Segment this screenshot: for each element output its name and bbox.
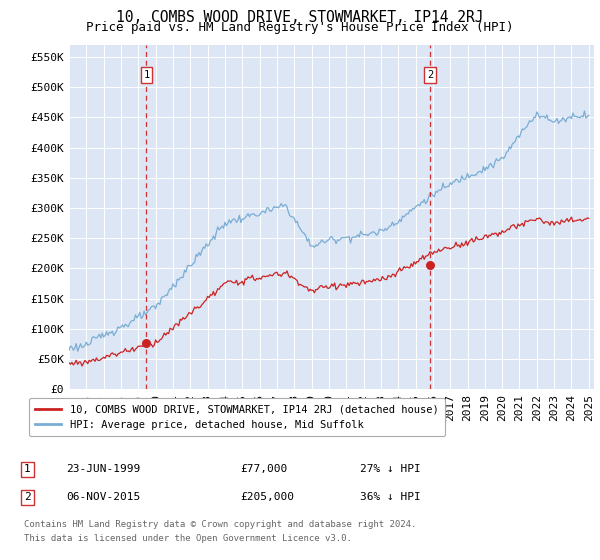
Text: 2: 2 [24,492,31,502]
Text: 1: 1 [143,70,149,80]
Text: 10, COMBS WOOD DRIVE, STOWMARKET, IP14 2RJ: 10, COMBS WOOD DRIVE, STOWMARKET, IP14 2… [116,10,484,25]
Legend: 10, COMBS WOOD DRIVE, STOWMARKET, IP14 2RJ (detached house), HPI: Average price,: 10, COMBS WOOD DRIVE, STOWMARKET, IP14 2… [29,398,445,436]
Text: 27% ↓ HPI: 27% ↓ HPI [360,464,421,474]
Point [425,261,435,270]
Text: 1: 1 [24,464,31,474]
Text: £77,000: £77,000 [240,464,287,474]
Text: 23-JUN-1999: 23-JUN-1999 [66,464,140,474]
Text: Contains HM Land Registry data © Crown copyright and database right 2024.: Contains HM Land Registry data © Crown c… [24,520,416,529]
Text: 06-NOV-2015: 06-NOV-2015 [66,492,140,502]
Text: £205,000: £205,000 [240,492,294,502]
Text: Price paid vs. HM Land Registry's House Price Index (HPI): Price paid vs. HM Land Registry's House … [86,21,514,34]
Text: This data is licensed under the Open Government Licence v3.0.: This data is licensed under the Open Gov… [24,534,352,543]
Point [142,338,151,347]
Text: 36% ↓ HPI: 36% ↓ HPI [360,492,421,502]
Text: 2: 2 [427,70,433,80]
